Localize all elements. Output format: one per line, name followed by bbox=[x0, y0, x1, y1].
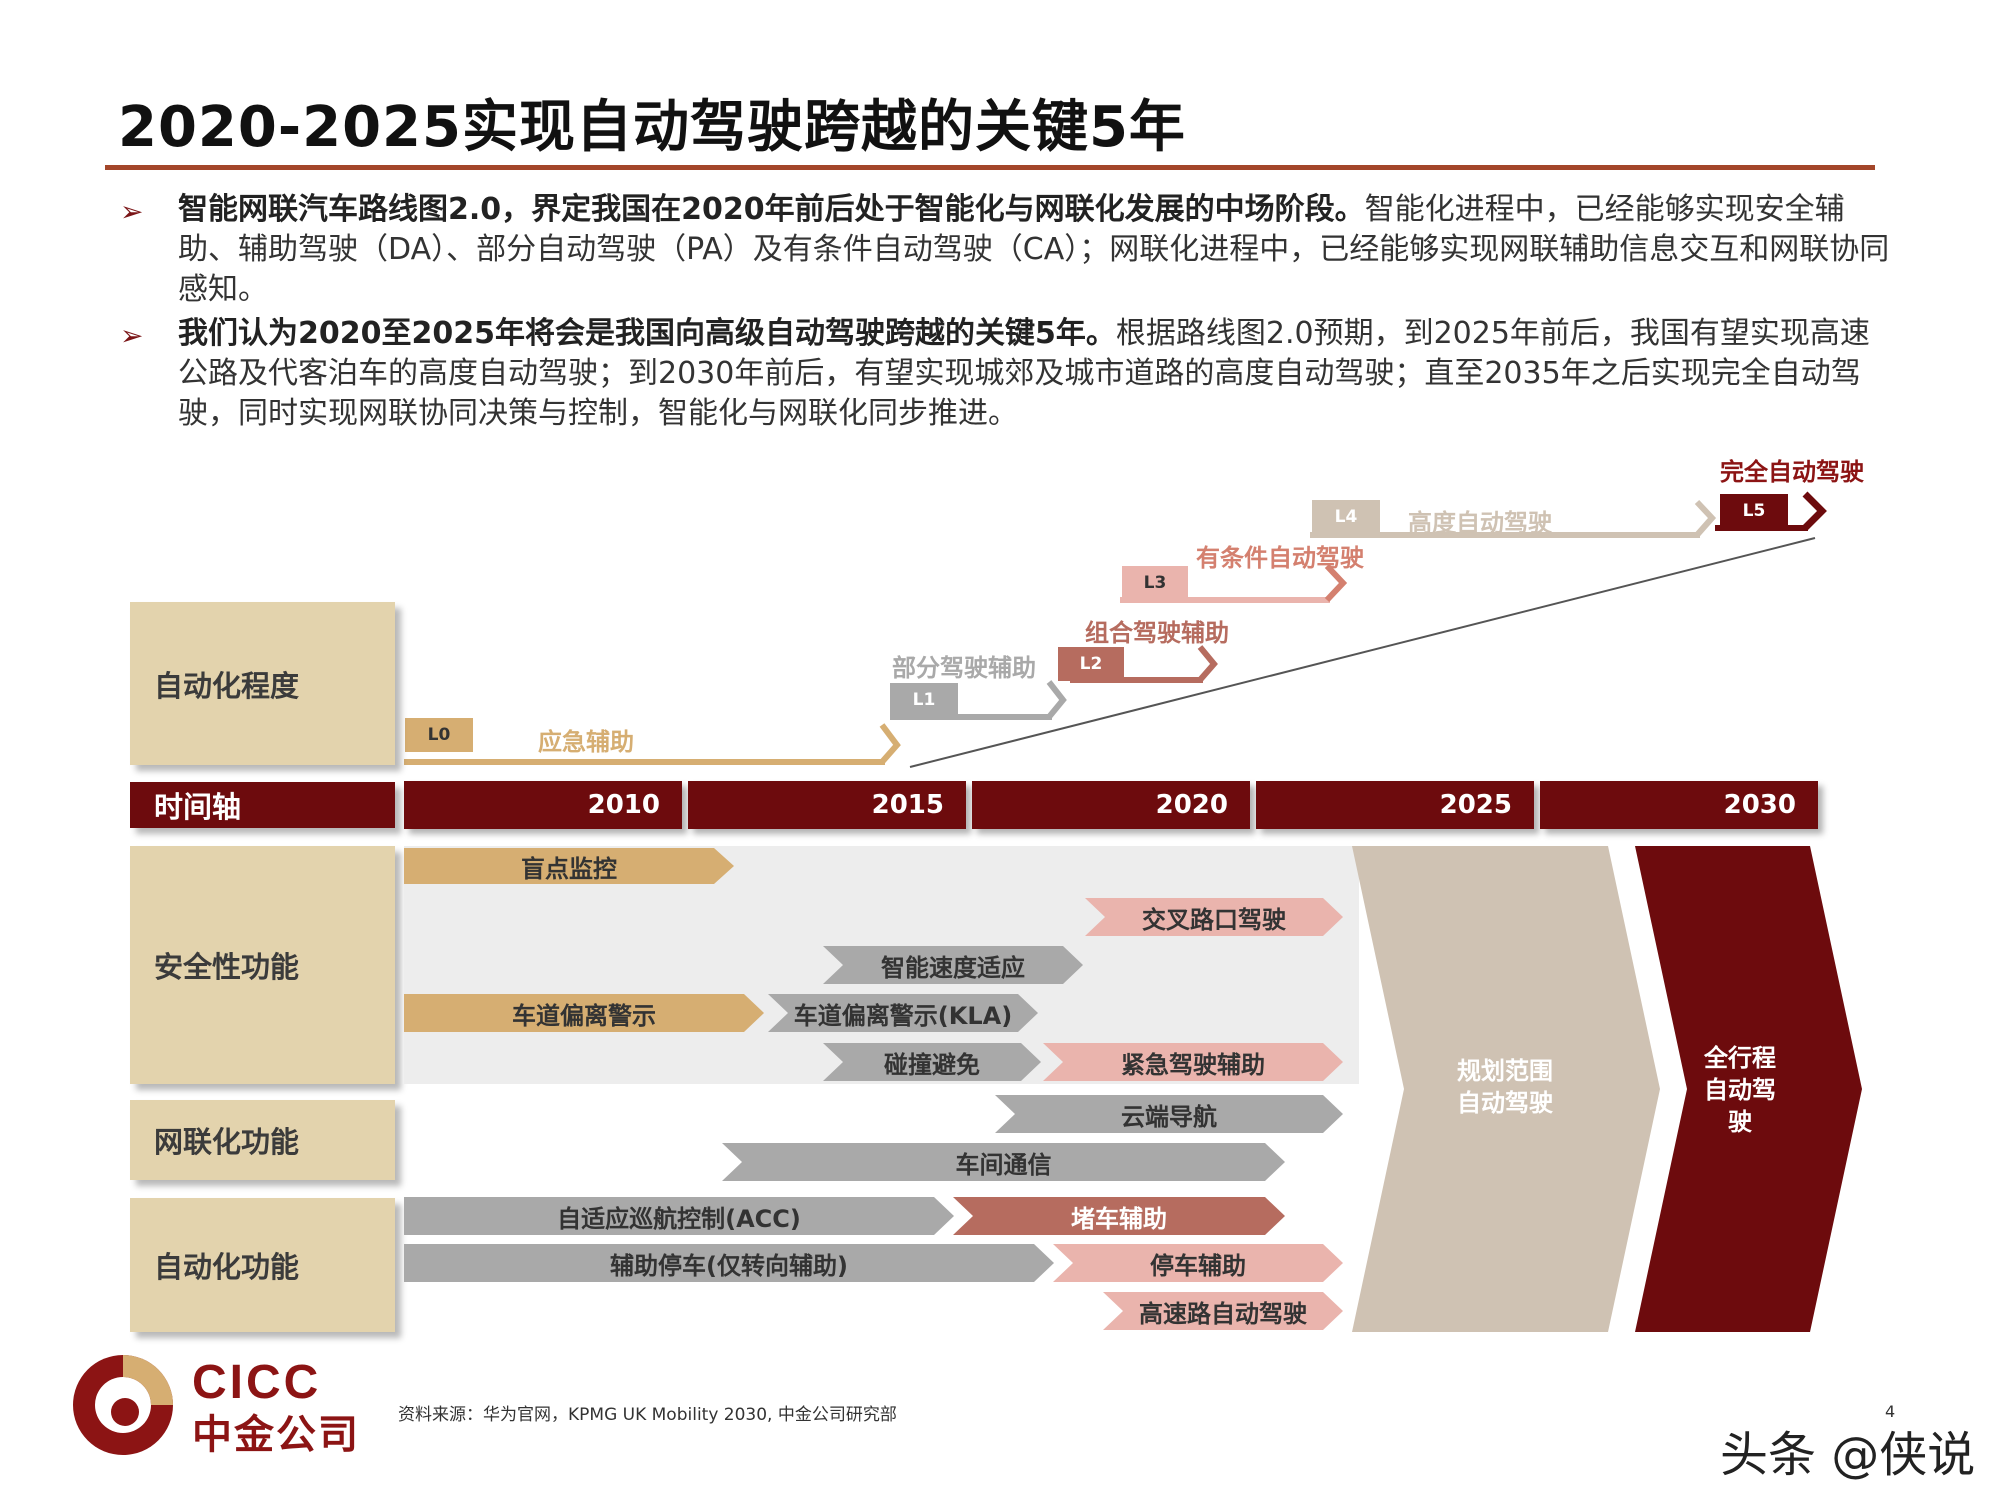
level-name-l1: 部分驾驶辅助 bbox=[892, 654, 1036, 682]
full-autodrive-label: 全行程 自动驾 驶 bbox=[1660, 1042, 1820, 1138]
year-2010: 2010 bbox=[404, 781, 682, 829]
full-line-2: 自动驾 bbox=[1704, 1076, 1776, 1104]
planned-autodrive-label: 规划范围 自动驾驶 bbox=[1410, 1055, 1600, 1119]
category-automation-function: 自动化功能 bbox=[130, 1198, 395, 1332]
category-automation-level: 自动化程度 bbox=[130, 602, 395, 765]
feature-highway-autodrive: 高速路自动驾驶 bbox=[1103, 1292, 1343, 1330]
feature-emergency-assist: 紧急驾驶辅助 bbox=[1043, 1043, 1343, 1081]
level-name-l3: 有条件自动驾驶 bbox=[1196, 544, 1364, 572]
page-number: 4 bbox=[1885, 1402, 1896, 1421]
level-badge-l5: L5 bbox=[1720, 494, 1788, 528]
bullet-2-text: 我们认为2020至2025年将会是我国向高级自动驾驶跨越的关键5年。根据路线图2… bbox=[178, 314, 1890, 434]
level-badge-l2: L2 bbox=[1058, 647, 1124, 681]
year-2015: 2015 bbox=[688, 781, 966, 829]
category-timeline: 时间轴 bbox=[130, 782, 395, 828]
bullet-1-body: 智能化进程中，已经能够实现安全辅助、辅助驾驶（DA）、部分自动驾驶（PA）及有条… bbox=[178, 192, 1890, 307]
title-divider bbox=[105, 165, 1875, 170]
feature-parking-assist: 停车辅助 bbox=[1053, 1244, 1343, 1282]
level-name-l5: 完全自动驾驶 bbox=[1720, 458, 1864, 486]
year-2030: 2030 bbox=[1540, 781, 1818, 829]
page-title: 2020-2025实现自动驾驶跨越的关键5年 bbox=[118, 95, 1186, 160]
level-badge-l3: L3 bbox=[1122, 566, 1188, 600]
category-connectivity: 网联化功能 bbox=[130, 1100, 395, 1180]
logo-text-en: CICC bbox=[192, 1356, 322, 1409]
level-badge-l4: L4 bbox=[1312, 500, 1380, 534]
feature-blind-spot: 盲点监控 bbox=[404, 848, 734, 884]
feature-intersection: 交叉路口驾驶 bbox=[1085, 898, 1343, 936]
feature-lane-warning: 车道偏离警示 bbox=[404, 994, 764, 1032]
level-name-l2: 组合驾驶辅助 bbox=[1085, 619, 1229, 647]
source-note: 资料来源：华为官网，KPMG UK Mobility 2030, 中金公司研究部 bbox=[398, 1405, 897, 1425]
year-2020: 2020 bbox=[972, 781, 1250, 829]
full-line-3: 驶 bbox=[1728, 1108, 1752, 1136]
cicc-logo-icon bbox=[73, 1355, 173, 1455]
feature-v2v-communication: 车间通信 bbox=[722, 1143, 1285, 1181]
feature-traffic-jam-assist: 堵车辅助 bbox=[953, 1197, 1285, 1235]
bullet-1-text: 智能网联汽车路线图2.0，界定我国在2020年前后处于智能化与网联化发展的中场阶… bbox=[178, 190, 1890, 310]
planned-line-2: 自动驾驶 bbox=[1457, 1089, 1553, 1117]
feature-acc: 自适应巡航控制(ACC) bbox=[404, 1197, 954, 1235]
bullet-arrow-icon: ➢ bbox=[120, 195, 144, 228]
level-name-l4: 高度自动驾驶 bbox=[1408, 509, 1552, 537]
category-safety: 安全性功能 bbox=[130, 846, 395, 1084]
logo-text-cn: 中金公司 bbox=[192, 1412, 360, 1458]
full-line-1: 全行程 bbox=[1704, 1044, 1776, 1072]
level-name-l0: 应急辅助 bbox=[538, 728, 634, 756]
bullet-1-bold: 智能网联汽车路线图2.0，界定我国在2020年前后处于智能化与网联化发展的中场阶… bbox=[178, 192, 1365, 227]
planned-line-1: 规划范围 bbox=[1457, 1057, 1553, 1085]
big-arrows bbox=[1352, 846, 1862, 1332]
feature-lane-warning-kla: 车道偏离警示(KLA) bbox=[768, 994, 1038, 1032]
feature-speed-adapt: 智能速度适应 bbox=[823, 946, 1083, 984]
feature-collision-avoid: 碰撞避免 bbox=[823, 1043, 1041, 1081]
feature-cloud-navigation: 云端导航 bbox=[995, 1095, 1343, 1133]
level-badge-l1: L1 bbox=[890, 683, 958, 717]
level-badge-l0: L0 bbox=[405, 718, 473, 752]
watermark: 头条 @侠说 bbox=[1720, 1427, 1976, 1483]
bullet-2: ➢ 我们认为2020至2025年将会是我国向高级自动驾驶跨越的关键5年。根据路线… bbox=[120, 314, 1890, 434]
bullet-2-bold: 我们认为2020至2025年将会是我国向高级自动驾驶跨越的关键5年。 bbox=[178, 316, 1116, 351]
bullet-2-body: 根据路线图2.0预期，到2025年前后，我国有望实现高速公路及代客泊车的高度自动… bbox=[178, 316, 1870, 431]
feature-parking-steer-assist: 辅助停车(仅转向辅助) bbox=[404, 1244, 1054, 1282]
year-2025: 2025 bbox=[1256, 781, 1534, 829]
bullet-arrow-icon: ➢ bbox=[120, 319, 144, 352]
bullet-1: ➢ 智能网联汽车路线图2.0，界定我国在2020年前后处于智能化与网联化发展的中… bbox=[120, 190, 1890, 310]
